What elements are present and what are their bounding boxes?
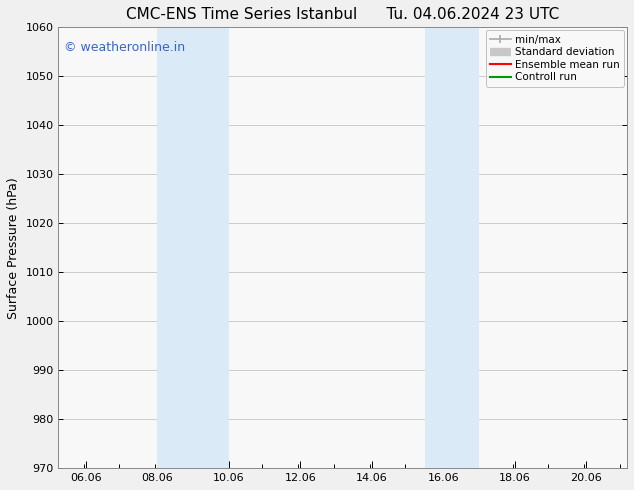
Legend: min/max, Standard deviation, Ensemble mean run, Controll run: min/max, Standard deviation, Ensemble me… [486,30,624,87]
Bar [157,27,229,468]
Y-axis label: Surface Pressure (hPa): Surface Pressure (hPa) [7,177,20,318]
Title: CMC-ENS Time Series Istanbul      Tu. 04.06.2024 23 UTC: CMC-ENS Time Series Istanbul Tu. 04.06.2… [126,7,559,22]
Text: © weatheronline.in: © weatheronline.in [64,41,185,53]
Bar [425,27,479,468]
